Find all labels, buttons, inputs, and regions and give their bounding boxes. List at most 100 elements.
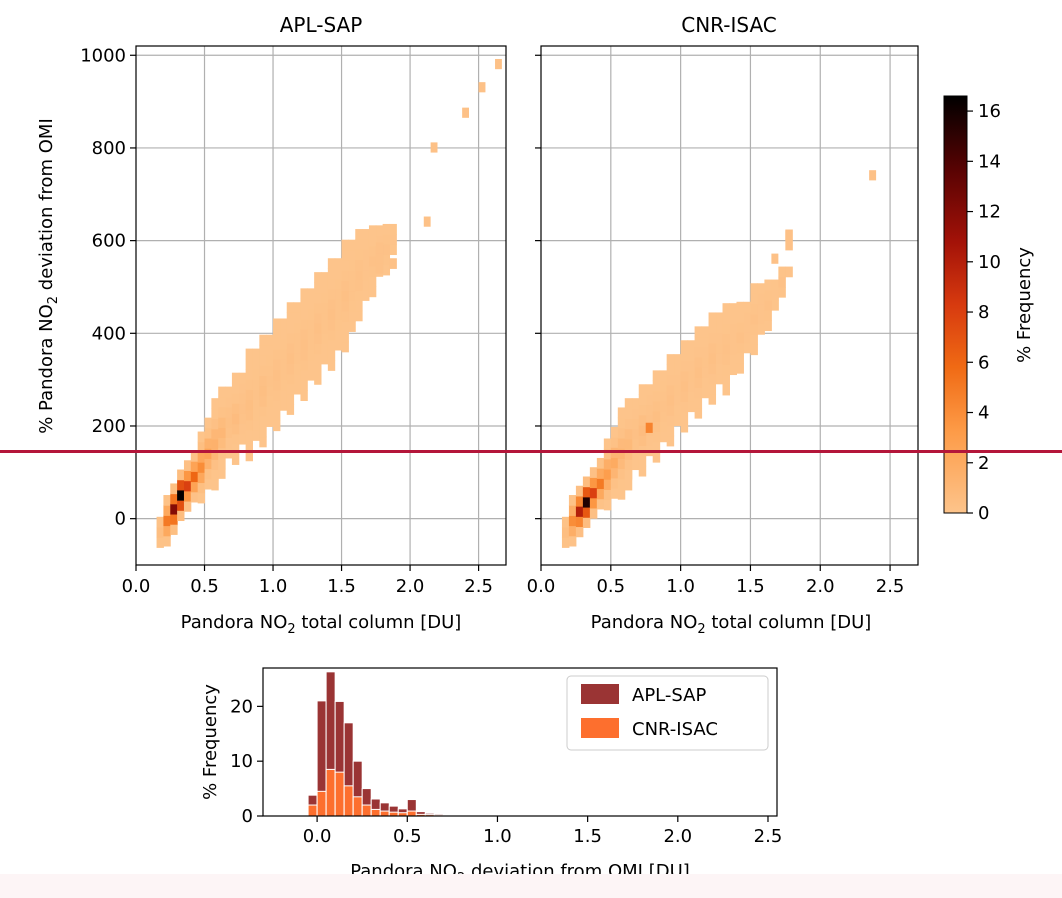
heatmap-cell <box>764 310 772 321</box>
colorbar: 0 2 4 6 8 10 12 14 16 % Frequency <box>943 95 1035 524</box>
heatmap-cell <box>708 353 717 364</box>
heatmap-cell <box>307 339 315 351</box>
x-tick-label: 0.5 <box>190 576 219 597</box>
heatmap-cell <box>197 441 206 453</box>
heatmap-cell <box>348 270 356 281</box>
heatmap-cell <box>708 312 717 324</box>
heatmap-cell <box>589 477 598 489</box>
heatmap-cell <box>225 386 233 398</box>
heatmap-cell <box>638 435 647 446</box>
heatmap-cell <box>341 280 349 292</box>
y-tick-label: 200 <box>92 416 126 437</box>
heatmap-cell <box>617 489 626 500</box>
heatmap-cell <box>279 349 288 360</box>
heatmap-cell <box>743 322 751 333</box>
heatmap-cell <box>701 346 710 358</box>
heatmap-cell <box>722 323 730 335</box>
heatmap-cell <box>673 354 682 365</box>
heatmap-cell <box>603 499 612 511</box>
heatmap-cell <box>375 262 384 274</box>
heatmap-cell <box>327 339 336 351</box>
heatmap-cell <box>631 408 640 420</box>
heatmap-cell <box>231 413 240 425</box>
heatmap-cell <box>341 311 349 322</box>
heatmap-cell <box>300 390 308 401</box>
heatmap-cell <box>736 311 744 323</box>
heatmap-cell <box>348 300 356 312</box>
heatmap-cell <box>334 288 343 300</box>
heatmap-cell <box>362 259 370 271</box>
heatmap-cell <box>177 469 185 481</box>
heatmap-cell <box>293 353 301 364</box>
heatmap-cell <box>785 266 793 278</box>
heatmap-cell <box>368 235 377 247</box>
heatmap-cell <box>382 223 391 235</box>
heatmap-cell <box>273 389 281 401</box>
heatmap-cell <box>666 364 675 376</box>
heatmap-cell <box>177 489 185 501</box>
heatmap-cell <box>582 476 591 488</box>
heatmap-cell <box>575 506 584 517</box>
heatmap-cell <box>314 363 322 375</box>
heatmap-cell <box>652 400 661 412</box>
heatmap-cell <box>694 336 703 348</box>
colorbar-tick-label: 14 <box>978 151 1001 172</box>
heatmap-cell <box>218 386 226 398</box>
heatmap-cell <box>757 313 765 325</box>
heatmap-cell <box>624 438 633 450</box>
heatmap-cell <box>631 449 640 460</box>
heatmap-cell <box>259 426 267 438</box>
heatmap-cell <box>348 239 356 251</box>
heatmap-cell <box>708 332 717 344</box>
heatmap-cell <box>273 379 281 391</box>
heatmap-cell <box>785 239 793 251</box>
heatmap-cell <box>314 312 322 324</box>
heatmap-cell <box>355 300 363 312</box>
heatmap-cell <box>568 525 577 537</box>
y-axis-label-pre: % Pandora NO <box>36 304 57 434</box>
heatmap-cell <box>170 524 178 535</box>
x-axis-label-post: total column [DU] <box>706 612 872 633</box>
y-axis-label-sub: 2 <box>46 296 61 304</box>
heatmap-cell <box>218 427 226 439</box>
heatmap-cell <box>645 422 653 433</box>
heatmap-cell <box>722 303 730 314</box>
heatmap-cell <box>286 343 295 354</box>
histogram-frame <box>262 667 778 817</box>
heatmap-cell <box>771 289 779 301</box>
heatmap-cell <box>252 368 260 380</box>
heatmap-cell <box>231 454 240 465</box>
histogram-x-tick-label: 1.0 <box>483 826 512 847</box>
heatmap-cell <box>245 348 253 360</box>
heatmap-cell <box>589 508 598 519</box>
heatmap-cell <box>423 216 431 227</box>
heatmap-cell <box>218 406 226 418</box>
heatmap-cell <box>238 433 247 445</box>
heatmap-cell <box>341 249 349 261</box>
heatmap-cell <box>708 373 717 385</box>
heatmap-cell <box>617 438 626 449</box>
heatmap-cell <box>225 396 233 408</box>
heatmap-cell <box>617 407 626 419</box>
heatmap-cell <box>673 415 682 427</box>
heatmap-cell <box>197 431 206 443</box>
heatmap-cell <box>177 510 185 522</box>
heatmap-cell <box>631 438 640 450</box>
heatmap-cell <box>729 313 737 325</box>
heatmap-cell <box>610 488 619 499</box>
heatmap-cell <box>252 358 260 370</box>
heatmap-cell <box>211 469 219 481</box>
panel-cnr-isac: CNR-ISAC 0.0 0.5 1.0 1.5 2.0 2.5 Pandora NO2 … <box>527 13 919 637</box>
heatmap-cell <box>348 311 356 322</box>
heatmap-cell <box>327 299 336 310</box>
heatmap-cell <box>362 269 370 281</box>
heatmap-cell <box>701 377 710 389</box>
heatmap-cell <box>211 438 219 450</box>
heatmap-cell <box>273 349 281 360</box>
heatmap-cell <box>568 505 577 516</box>
heatmap-cell <box>736 332 744 344</box>
heatmap-cell <box>729 343 737 355</box>
heatmap-cell <box>259 406 267 417</box>
heatmap-cell <box>300 318 308 330</box>
heatmap-cell <box>321 302 329 314</box>
